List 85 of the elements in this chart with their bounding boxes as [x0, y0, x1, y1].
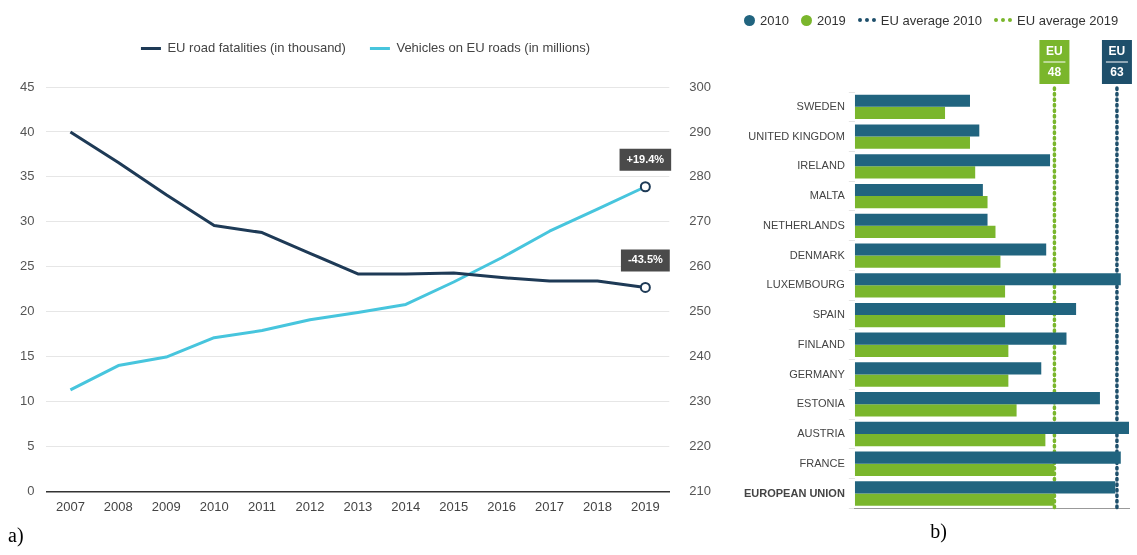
bar: [854, 451, 1121, 464]
y-tick-label: DENMARK: [789, 248, 846, 261]
bar: [854, 285, 1006, 298]
y-tick-label: SPAIN: [812, 308, 845, 321]
y2-tick-label: 300: [689, 78, 712, 94]
x-tick-label: 2018: [582, 498, 612, 514]
x-tick-label: 2009: [151, 498, 181, 514]
y-tick-label: GERMANY: [789, 367, 846, 380]
y-tick-label: 10: [19, 393, 35, 409]
text: a): [8, 523, 25, 547]
y-tick-label: 20: [19, 303, 35, 319]
y-tick-label: IRELAND: [797, 159, 845, 172]
text: b): [929, 519, 948, 543]
y2-tick-label: 290: [689, 123, 712, 139]
bar: [854, 94, 970, 107]
y2-tick-label: 280: [689, 168, 712, 184]
bar: [854, 404, 1017, 417]
bar: [854, 196, 988, 209]
y-tick-label: UNITED KINGDOM: [748, 129, 845, 142]
y-tick-label: SWEDEN: [796, 99, 845, 112]
legend-label: EU road fatalities (in thousand): [167, 40, 346, 56]
bar: [854, 315, 1006, 328]
bar: [854, 166, 976, 179]
bar: [854, 106, 946, 120]
bar: [854, 273, 1121, 286]
y-tick-label: AUSTRIA: [797, 427, 846, 440]
y-tick-label: 15: [19, 348, 35, 364]
y-tick-label: LUXEMBOURG: [766, 278, 845, 291]
y2-tick-label: 260: [689, 258, 712, 274]
x-tick-label: 2014: [391, 498, 421, 514]
bar: [854, 362, 1042, 375]
legend-label: 2010: [760, 12, 789, 28]
bar: [854, 332, 1067, 345]
bar: [854, 124, 980, 137]
bar: [854, 302, 1077, 316]
bar: [854, 136, 970, 149]
y-tick-label: NETHERLANDS: [762, 218, 845, 231]
x-tick-label: 2015: [439, 498, 469, 514]
y-tick-label: 35: [19, 168, 35, 184]
bar: [854, 392, 1100, 405]
y2-tick-label: 240: [689, 348, 712, 364]
x-tick-label: 2010: [199, 498, 229, 514]
bar: [854, 434, 1046, 447]
y-tick-label: 0: [27, 482, 35, 498]
x-tick-label: 2017: [535, 498, 564, 514]
y2-tick-label: 210: [689, 482, 712, 498]
bar: [854, 243, 1047, 256]
x-tick-label: 2019: [630, 498, 660, 514]
annotation: +19.4%: [626, 152, 665, 165]
bar: [854, 213, 988, 226]
y-tick-label: FINLAND: [797, 337, 845, 350]
x-tick-label: 2008: [103, 498, 133, 514]
y-tick-label: ESTONIA: [796, 397, 846, 410]
bar: [854, 374, 1009, 387]
annotation: -43.5%: [627, 253, 663, 266]
x-tick-label: 2011: [248, 498, 277, 514]
y-tick-label: FRANCE: [799, 456, 845, 469]
x-tick-label: 2016: [487, 498, 517, 514]
bar: [854, 154, 1051, 167]
y-tick-label: EUROPEAN UNION: [744, 486, 845, 499]
y2-tick-label: 270: [689, 213, 712, 229]
bar: [854, 421, 1129, 435]
legend-label: EU average 2010: [880, 12, 983, 28]
bar: [854, 255, 1001, 268]
text: EU 48: [1046, 44, 1063, 80]
y-tick-label: 40: [19, 123, 35, 139]
y-tick-label: MALTA: [809, 189, 846, 202]
y-tick-label: 25: [19, 258, 35, 274]
y-tick-label: 45: [19, 78, 35, 94]
x-tick-label: 2012: [295, 498, 325, 514]
x-tick-label: 2007: [55, 498, 85, 514]
y2-tick-label: 230: [689, 393, 712, 409]
legend-label: EU average 2019: [1017, 12, 1119, 28]
y2-tick-label: 250: [689, 303, 712, 319]
bar: [854, 225, 996, 239]
y-tick-label: 5: [27, 438, 35, 454]
y2-tick-label: 220: [689, 438, 712, 454]
text: EU 63: [1108, 44, 1126, 80]
legend-label: Vehicles on EU roads (in millions): [396, 40, 591, 56]
bar: [854, 183, 983, 197]
bar: [854, 344, 1009, 358]
y-tick-label: 30: [19, 213, 35, 229]
bar: [854, 481, 1116, 494]
x-tick-label: 2013: [343, 498, 373, 514]
legend-label: 2019: [816, 12, 846, 28]
